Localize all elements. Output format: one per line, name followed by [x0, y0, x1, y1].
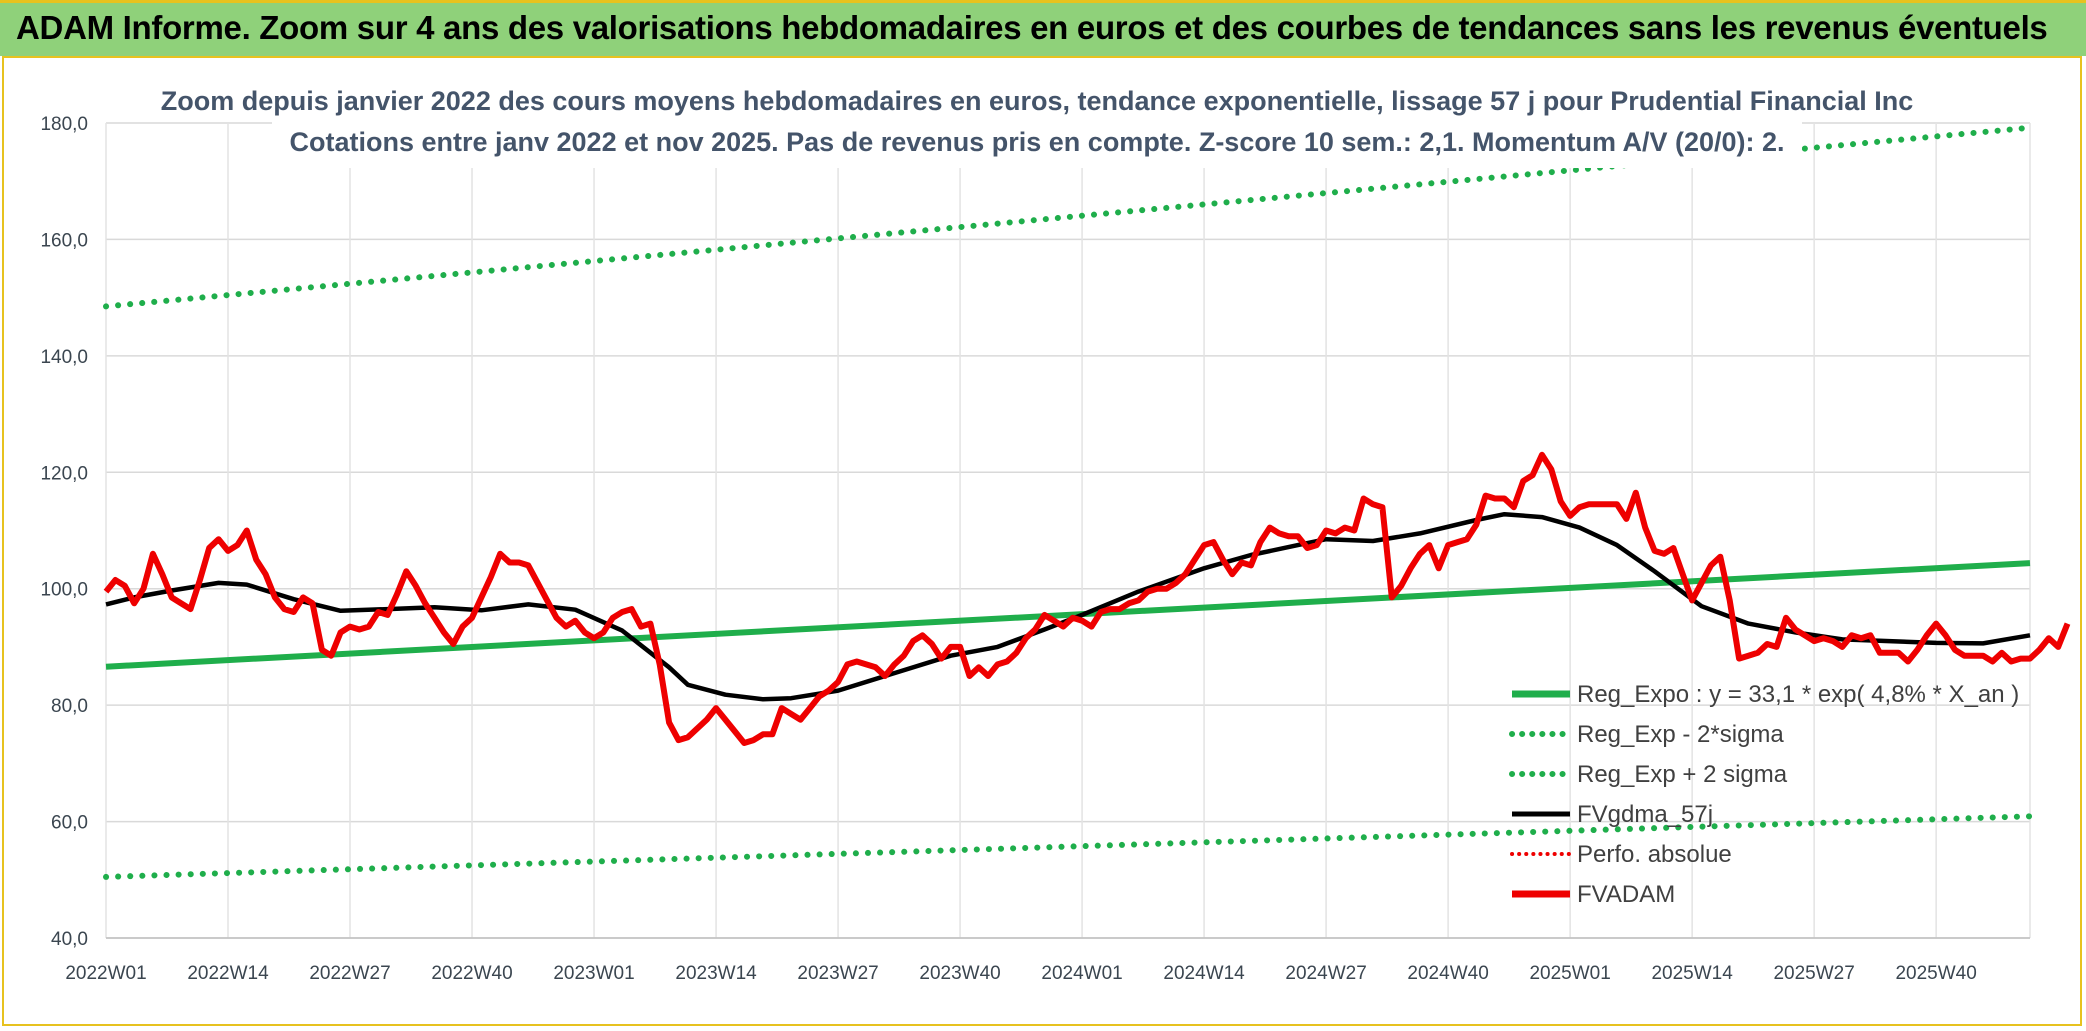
- y-tick-label: 160,0: [40, 230, 88, 251]
- legend-label: Reg_Exp + 2 sigma: [1577, 761, 1788, 788]
- x-tick-label: 2024W40: [1407, 963, 1488, 984]
- y-tick-label: 100,0: [40, 580, 88, 601]
- y-tick-label: 180,0: [40, 114, 88, 135]
- x-tick-label: 2025W14: [1651, 963, 1733, 984]
- series-reg-expo: [105, 560, 2031, 670]
- x-tick-label: 2025W27: [1773, 963, 1854, 984]
- chart-title-line2: Cotations entre janv 2022 et nov 2025. P…: [289, 127, 1784, 157]
- series-fvgdma-57j: [105, 511, 2031, 702]
- x-tick-label: 2025W01: [1529, 963, 1610, 984]
- series-fvadam: [103, 451, 2071, 746]
- legend-label: FVADAM: [1577, 881, 1675, 908]
- legend-label: Reg_Expo : y = 33,1 * exp( 4,8% * X_an ): [1577, 681, 2019, 708]
- y-tick-label: 40,0: [51, 929, 88, 950]
- y-tick-label: 120,0: [40, 463, 88, 484]
- x-tick-label: 2023W14: [675, 963, 757, 984]
- x-tick-label: 2023W40: [919, 963, 1000, 984]
- chart-frame: [2, 56, 2082, 1026]
- grid: [105, 122, 2031, 939]
- legend-label: FVgdma_57j: [1577, 801, 1713, 828]
- series-layer: [103, 124, 2071, 880]
- legend-label: Reg_Exp - 2*sigma: [1577, 721, 1784, 748]
- legend: Reg_Expo : y = 33,1 * exp( 4,8% * X_an )…: [1509, 681, 2019, 908]
- x-tick-label: 2022W01: [65, 963, 146, 984]
- header-banner: ADAM Informe. Zoom sur 4 ans des valoris…: [0, 0, 2086, 56]
- x-tick-label: 2022W27: [309, 963, 390, 984]
- x-tick-label: 2023W01: [553, 963, 634, 984]
- x-tick-label: 2025W40: [1895, 963, 1976, 984]
- series-reg-exp-minus-2sigma: [103, 813, 2033, 880]
- x-tick-label: 2022W14: [187, 963, 269, 984]
- x-tick-label: 2022W40: [431, 963, 512, 984]
- x-tick-label: 2023W27: [797, 963, 878, 984]
- x-tick-label: 2024W14: [1163, 963, 1245, 984]
- y-tick-label: 140,0: [40, 347, 88, 368]
- legend-label: Perfo. absolue: [1577, 841, 1732, 868]
- chart-title-background: [272, 80, 1802, 168]
- y-axis-ticks: 40,0 60,0 80,0 100,0 120,0 140,0 160,0 180,0: [40, 114, 88, 950]
- y-tick-label: 80,0: [51, 696, 88, 717]
- y-tick-label: 60,0: [51, 813, 88, 834]
- x-tick-label: 2024W01: [1041, 963, 1122, 984]
- chart-title-line1: Zoom depuis janvier 2022 des cours moyen…: [161, 86, 1914, 116]
- x-tick-label: 2024W27: [1285, 963, 1366, 984]
- x-axis-ticks: 2022W01 2022W14 2022W27 2022W40 2023W01 2023W…: [65, 963, 1976, 984]
- header-title: ADAM Informe. Zoom sur 4 ans des valoris…: [16, 9, 2048, 46]
